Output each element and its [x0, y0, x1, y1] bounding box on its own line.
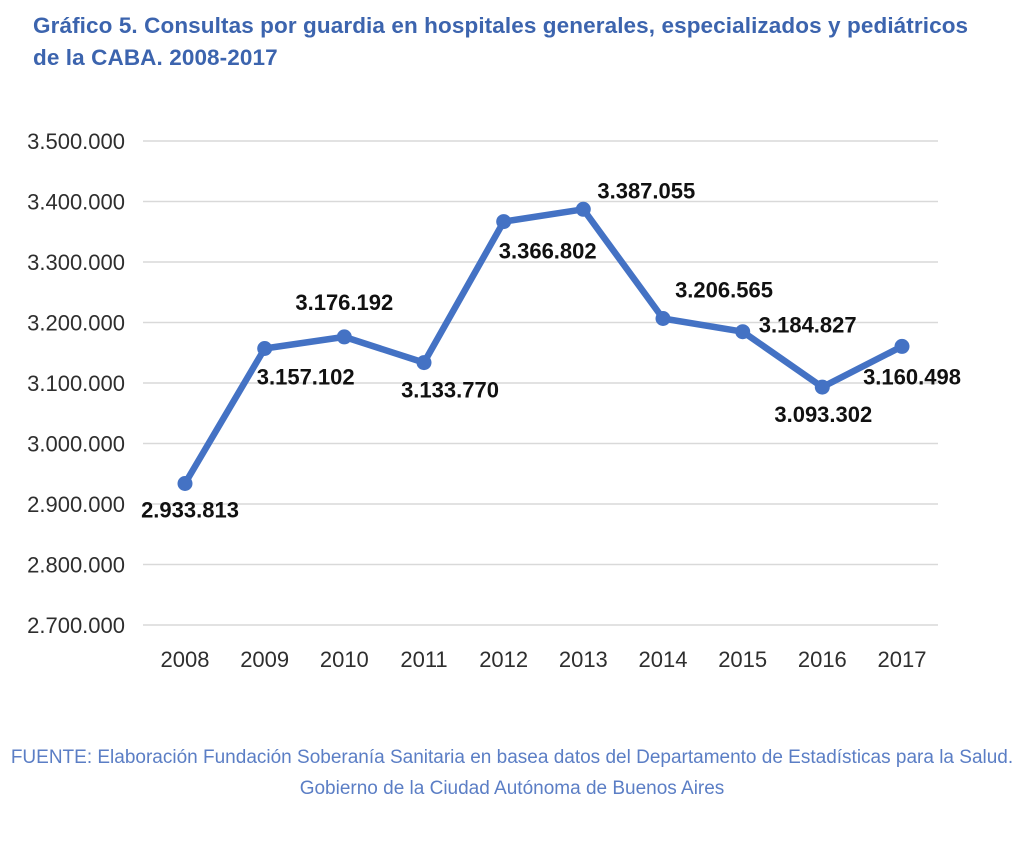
y-axis-tick-label: 2.700.000 — [27, 613, 125, 638]
x-axis-tick-label: 2009 — [240, 647, 289, 672]
data-point-marker — [336, 329, 352, 345]
x-axis-tick-label: 2008 — [161, 647, 210, 672]
data-point-marker — [177, 476, 193, 491]
series-line — [181, 206, 906, 487]
data-point-label: 3.366.802 — [499, 239, 597, 264]
data-point-marker — [496, 214, 512, 230]
source-note-line2: Gobierno de la Ciudad Autónoma de Buenos… — [299, 778, 725, 799]
y-axis-tick-label: 2.800.000 — [27, 553, 125, 578]
chart-title: Gráfico 5. Consultas por guardia en hosp… — [33, 13, 969, 70]
line-chart: 3.500.000 3.400.000 3.300.000 3.200.000 3.10… — [27, 129, 961, 672]
data-point-marker — [655, 311, 671, 326]
source-note: FUENTE: Elaboración Fundación Soberanía … — [0, 742, 1024, 804]
data-point-label: 3.184.827 — [759, 313, 857, 338]
data-point-marker — [416, 355, 432, 371]
x-axis-tick-label: 2015 — [718, 647, 767, 672]
x-axis-tick-label: 2011 — [400, 647, 447, 672]
data-point-marker — [814, 379, 830, 395]
y-axis-tick-label: 3.500.000 — [27, 129, 125, 154]
data-point-label: 3.093.302 — [774, 402, 872, 427]
data-point-marker — [735, 324, 751, 340]
data-point-marker — [575, 201, 591, 217]
y-axis-tick-label: 3.100.000 — [27, 371, 125, 396]
y-axis-tick-label: 3.300.000 — [27, 250, 125, 275]
data-point-label: 3.206.565 — [675, 278, 773, 303]
x-axis-tick-label: 2013 — [559, 647, 608, 672]
y-axis-tick-label: 3.200.000 — [27, 311, 125, 336]
y-axis-tick-label: 2.900.000 — [27, 492, 125, 517]
source-note-line1: FUENTE: Elaboración Fundación Soberanía … — [10, 747, 1014, 768]
data-point-label: 3.387.055 — [597, 178, 695, 203]
x-axis-tick-label: 2016 — [798, 647, 847, 672]
x-axis-tick-label: 2012 — [479, 647, 528, 672]
x-axis-tick-label: 2010 — [320, 647, 369, 672]
data-point-label: 3.160.498 — [863, 364, 961, 389]
y-axis-tick-label: 3.400.000 — [27, 190, 125, 215]
data-point-label: 3.157.102 — [257, 365, 355, 390]
x-axis-tick-label: 2017 — [878, 647, 927, 672]
data-point-marker — [894, 338, 910, 354]
y-axis-tick-label: 3.000.000 — [27, 432, 125, 457]
data-point-label: 2.933.813 — [141, 498, 239, 523]
x-axis-tick-label: 2014 — [639, 647, 688, 672]
data-point-marker — [257, 341, 273, 356]
data-point-label: 3.133.770 — [401, 378, 499, 403]
data-point-label: 3.176.192 — [295, 290, 393, 315]
